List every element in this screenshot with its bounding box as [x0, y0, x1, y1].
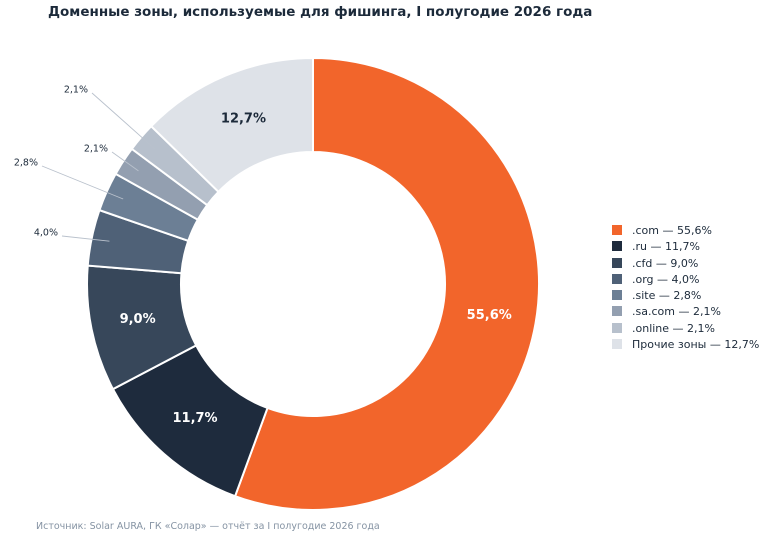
legend-swatch: [612, 257, 622, 268]
leader-line: [41, 165, 124, 200]
legend-label: .com — 55,6%: [632, 224, 712, 237]
leader-line: [111, 151, 139, 172]
slice-value-label: 9,0%: [120, 312, 156, 327]
slice-value-label-outer: 2,1%: [64, 85, 88, 96]
legend-item: .online — 2,1%: [612, 321, 759, 337]
legend-swatch: [612, 241, 622, 252]
legend-swatch: [612, 306, 622, 317]
legend-item: .org — 4,0%: [612, 272, 759, 288]
legend-item: .sa.com — 2,1%: [612, 304, 759, 320]
legend-label: .site — 2,8%: [632, 289, 702, 303]
slice-value-label: 11,7%: [172, 411, 217, 426]
chart-title: Доменные зоны, используемые для фишинга,…: [48, 4, 593, 20]
legend-label: .online — 2,1%: [632, 321, 715, 335]
legend-item: .site — 2,8%: [612, 288, 759, 304]
slice-прочие-зоны: [149, 56, 314, 194]
legend-item: .com — 55,6%: [612, 223, 759, 239]
slice-value-label-outer: 2,1%: [84, 144, 108, 155]
source-note: Источник: Solar AURA, ГК «Солар» — отчёт…: [36, 521, 380, 532]
leader-line: [91, 92, 156, 150]
slice-value-label-outer: 2,8%: [14, 158, 38, 169]
legend-item: Прочие зоны — 12,7%: [612, 337, 759, 353]
legend-swatch: [612, 225, 622, 235]
legend-swatch: [612, 273, 622, 284]
slice-com: [233, 56, 540, 511]
legend-item: .ru — 11,7%: [612, 239, 759, 255]
legend-label: .ru — 11,7%: [632, 240, 700, 254]
legend-swatch: [612, 322, 622, 333]
legend-label: .org — 4,0%: [632, 272, 700, 286]
legend-item: .cfd — 9,0%: [612, 256, 759, 272]
slice-value-label-outer: 4,0%: [34, 228, 58, 239]
slice-value-label: 12,7%: [221, 112, 266, 127]
legend-swatch: [612, 339, 622, 350]
legend-swatch: [612, 290, 622, 301]
slice-value-label: 55,6%: [467, 308, 512, 323]
leader-line: [61, 235, 110, 242]
legend-label: Прочие зоны — 12,7%: [632, 338, 760, 352]
chart-legend: .com — 55,6% .ru — 11,7% .cfd — 9,0% .org —…: [612, 223, 759, 353]
legend-label: .sa.com — 2,1%: [632, 305, 721, 319]
legend-label: .cfd — 9,0%: [632, 256, 699, 270]
